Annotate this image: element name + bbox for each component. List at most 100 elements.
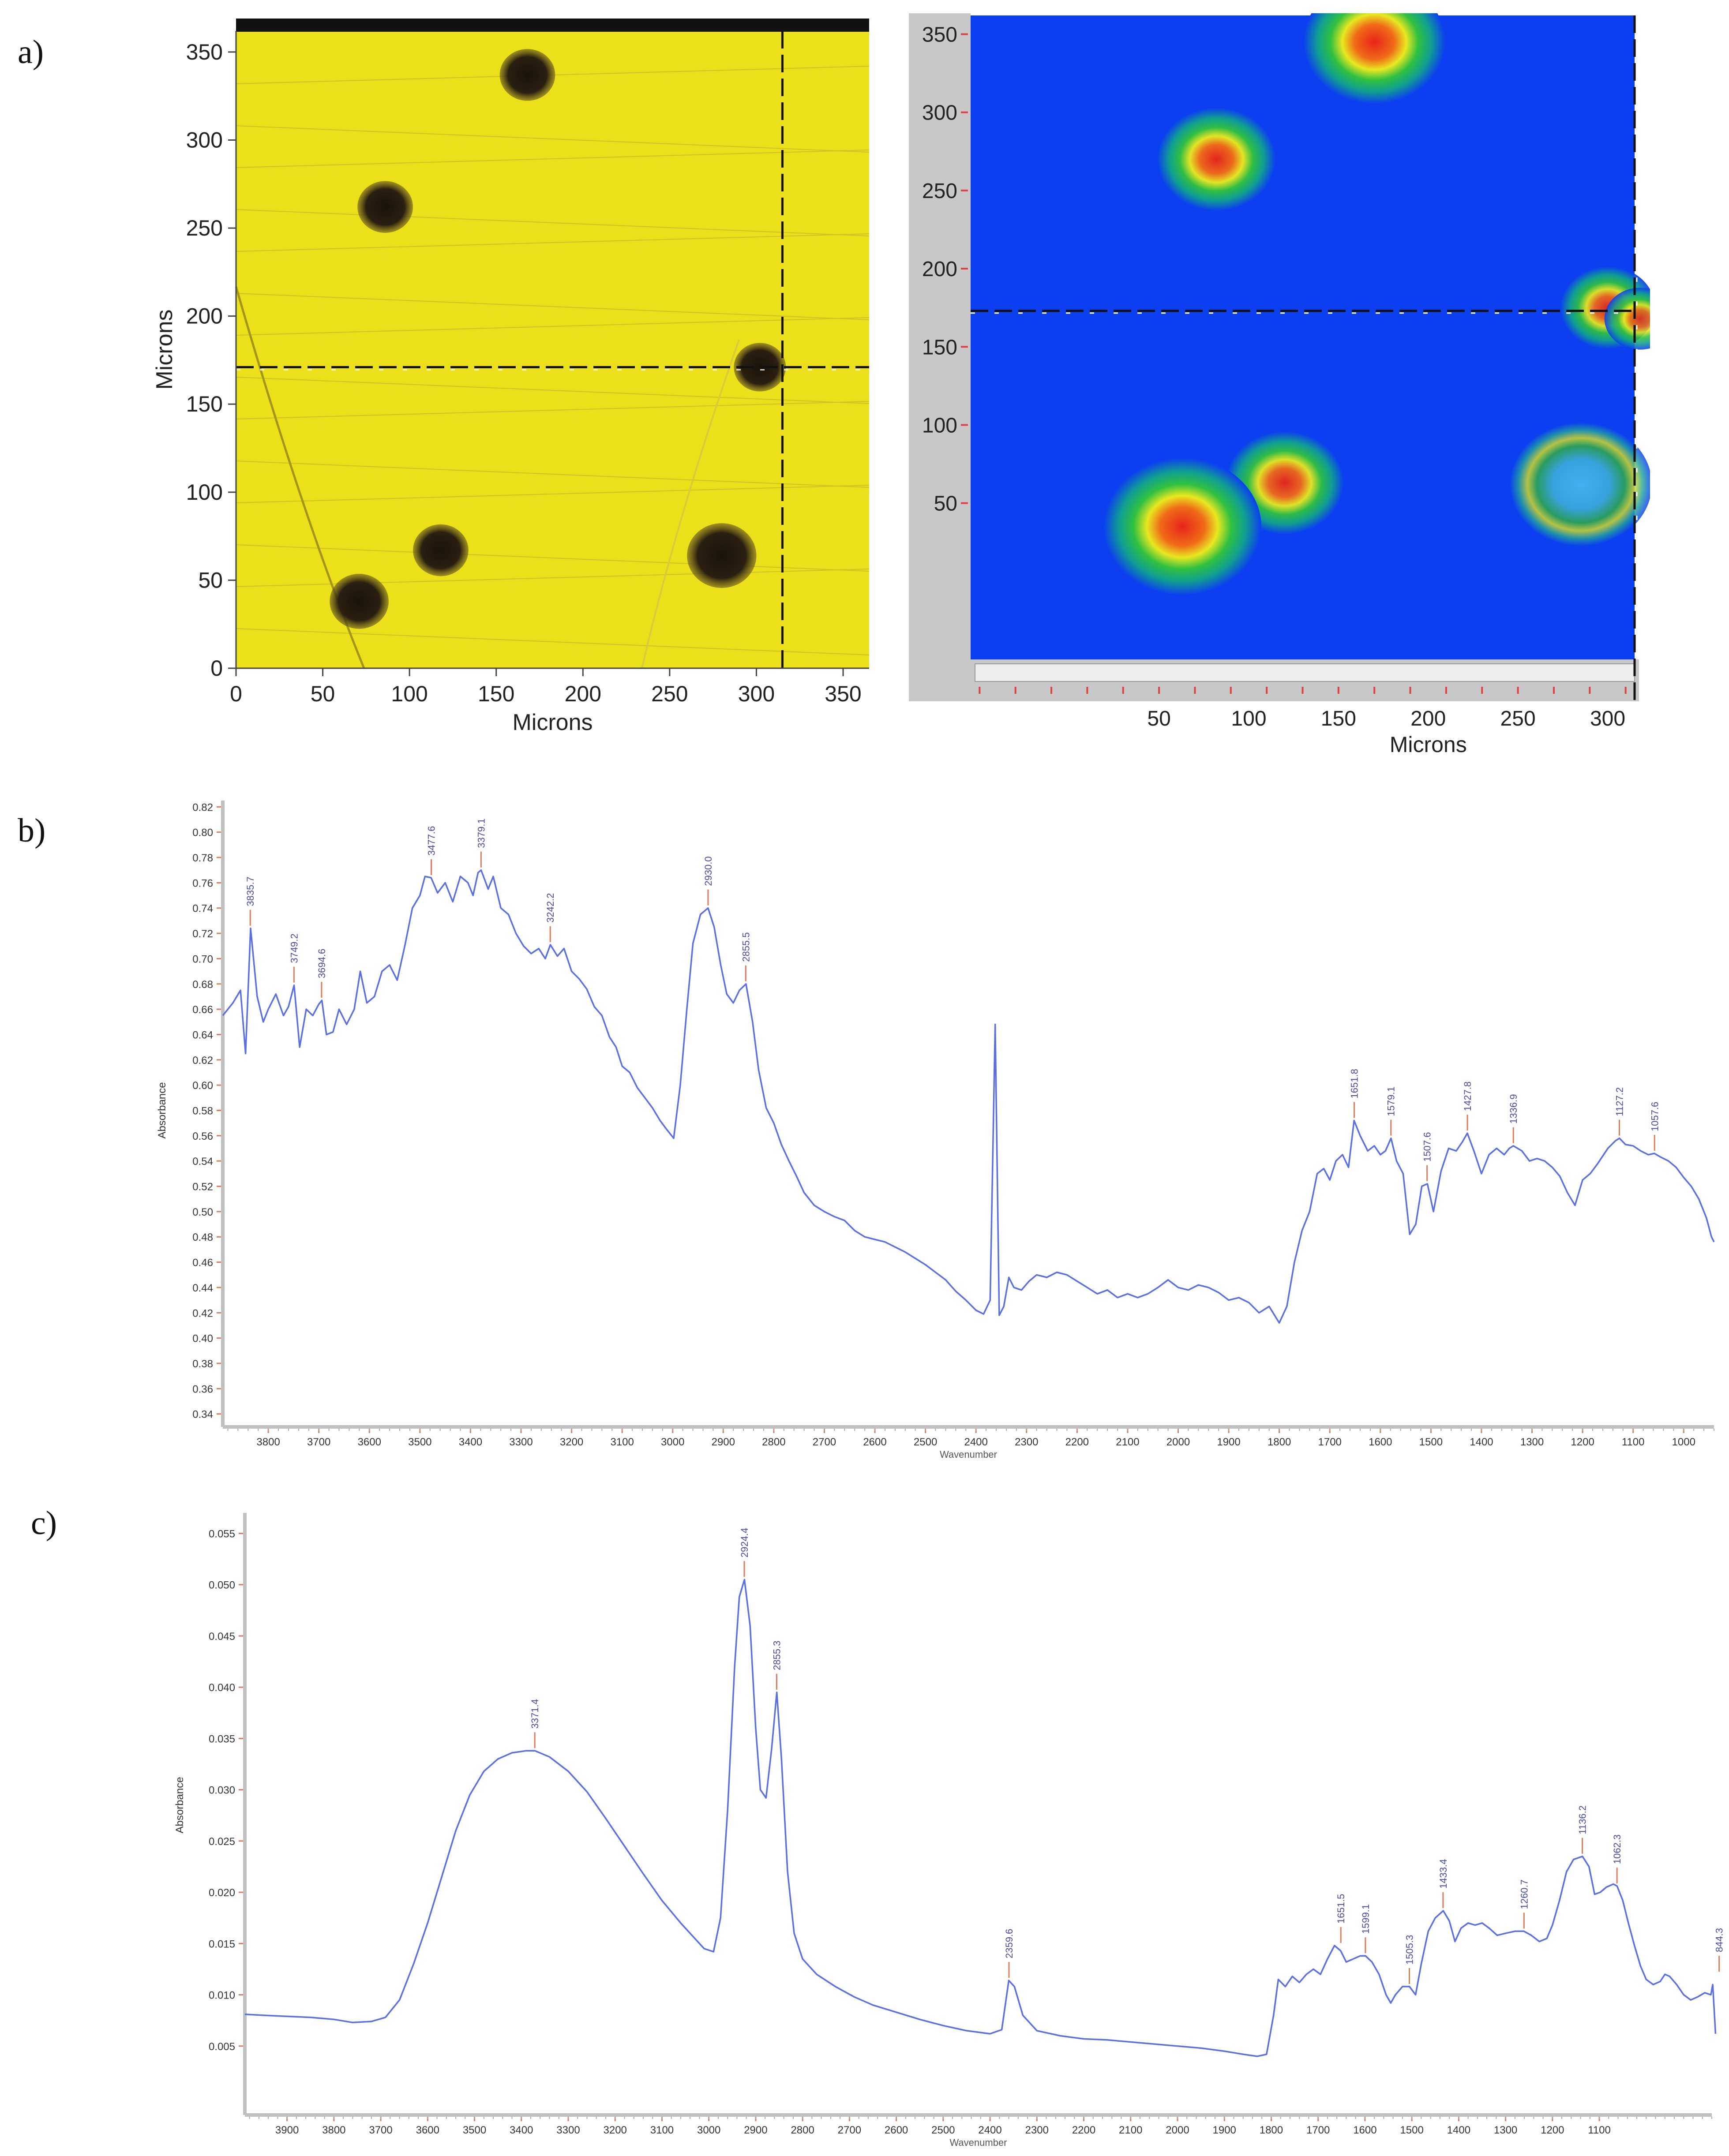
x-tick-label: 1700: [1318, 1436, 1342, 1448]
x-tick-label: 3000: [697, 2124, 720, 2136]
y-tick-label: 0.40: [192, 1333, 213, 1345]
peak-label: 1505.3: [1404, 1935, 1415, 1965]
optical-particle: [330, 573, 389, 629]
y-tick-label: 300: [186, 127, 223, 152]
map-spot: [1509, 422, 1650, 546]
scratch-curve: [641, 339, 740, 669]
y-tick-label: 0.045: [209, 1631, 235, 1643]
peak-label: 1507.6: [1422, 1132, 1433, 1162]
peak-label: 3694.6: [316, 949, 327, 978]
x-tick-label: 3200: [604, 2124, 627, 2136]
x-tick-label: 2300: [1025, 2124, 1049, 2136]
y-tick-label: 0.44: [192, 1282, 213, 1294]
scratch-line: [236, 233, 870, 252]
y-tick-label: 50: [934, 492, 957, 516]
x-tick-label: 1100: [1622, 1436, 1645, 1448]
x-tick-label: 1000: [1672, 1436, 1695, 1448]
y-tick-label: 0.72: [192, 928, 213, 940]
y-tick-label: 0.54: [192, 1156, 213, 1168]
peak-label: 3749.2: [289, 933, 300, 963]
x-tick-label: 1300: [1520, 1436, 1544, 1448]
x-tick-label: 150: [478, 681, 514, 706]
x-tick-label: 1300: [1494, 2124, 1517, 2136]
optical-image-chart: 0 50 100 150 200 250 300 350 0 50 100 150 200 250 300 3…: [152, 19, 870, 735]
peak-label: 1651.8: [1349, 1069, 1360, 1098]
x-tick-label: 300: [1590, 707, 1625, 730]
y-tick-label: 200: [922, 258, 957, 281]
y-tick-label: 350: [186, 40, 223, 64]
map-background: [971, 15, 1635, 659]
peak-label: 1427.8: [1462, 1082, 1473, 1111]
optical-top-bar: [236, 19, 869, 32]
optical-particle: [687, 523, 757, 588]
peak-label: 1599.1: [1360, 1904, 1371, 1934]
x-tick-label: 2100: [1116, 1436, 1139, 1448]
y-tick-label: 100: [186, 480, 223, 505]
y-tick-label: 0.030: [209, 1785, 235, 1797]
x-tick-label: 2000: [1166, 1436, 1190, 1448]
x-tick-label: 1200: [1541, 2124, 1564, 2136]
y-tick-label: 50: [198, 568, 223, 592]
x-tick-label: 0: [230, 681, 242, 706]
y-tick-label: 0.62: [192, 1055, 213, 1067]
x-axis-label: Microns: [1390, 732, 1467, 754]
x-tick-label: 1500: [1419, 1436, 1443, 1448]
x-tick-label: 3100: [650, 2124, 674, 2136]
peak-label: 1433.4: [1438, 1859, 1449, 1889]
x-tick-label: 2300: [1015, 1436, 1038, 1448]
x-tick-label: 2500: [931, 2124, 955, 2136]
y-tick-label: 0.80: [192, 827, 213, 839]
spectrum-b-chart: 0.34 0.36 0.38 0.40 0.42 0.44 0.46 0.48 0.50 0.52…: [156, 801, 1715, 1460]
x-tick-label: 3600: [416, 2124, 439, 2136]
x-tick-label: 2500: [914, 1436, 937, 1448]
y-tick-label: 0.46: [192, 1257, 213, 1269]
y-tick-label: 0.76: [192, 877, 213, 889]
x-tick-label: 2800: [791, 2124, 814, 2136]
x-tick-label: 50: [311, 681, 335, 706]
optical-particle: [413, 524, 469, 576]
y-tick-label: 0.38: [192, 1358, 213, 1370]
panel-label-b: b): [18, 812, 46, 849]
x-tick-label: 1800: [1268, 1436, 1291, 1448]
peak-label: 3835.7: [245, 876, 256, 906]
x-tick-label: 2900: [744, 2124, 767, 2136]
x-tick-label: 3800: [256, 1436, 280, 1448]
y-tick-label: 0.055: [209, 1528, 235, 1540]
x-tick-label: 3200: [560, 1436, 583, 1448]
x-tick-label: 1600: [1353, 2124, 1376, 2136]
x-tick-label: 3700: [369, 2124, 392, 2136]
x-tick-label: 2200: [1065, 1436, 1089, 1448]
peak-label: 1127.2: [1614, 1087, 1625, 1116]
y-tick-label: 0.34: [192, 1409, 213, 1421]
y-axis-label: Absorbance: [156, 1082, 168, 1138]
scratch-line: [236, 628, 870, 655]
y-tick-label: 0: [210, 656, 223, 681]
y-tick-label: 0.035: [209, 1733, 235, 1745]
x-tick-label: 1400: [1447, 2124, 1470, 2136]
y-tick-label: 0.040: [209, 1682, 235, 1694]
y-tick-label: 250: [186, 216, 223, 240]
y-tick-label: 0.50: [192, 1206, 213, 1218]
peak-label: 1136.2: [1577, 1805, 1588, 1834]
map-spot: [1604, 288, 1650, 350]
x-tick-label: 3900: [275, 2124, 299, 2136]
scratch-lines: [235, 66, 870, 669]
y-tick-label: 0.70: [192, 953, 213, 965]
scratch-line: [236, 460, 870, 488]
x-tick-label: 200: [1410, 707, 1446, 730]
x-tick-label: 3800: [322, 2124, 345, 2136]
peak-label: 3477.6: [426, 826, 437, 856]
y-tick-label: 0.60: [192, 1080, 213, 1092]
y-tick-label: 0.66: [192, 1004, 213, 1016]
map-spot: [1303, 13, 1446, 104]
y-tick-label: 0.74: [192, 903, 213, 915]
scratch-line: [236, 485, 870, 503]
x-tick-label: 100: [1231, 707, 1266, 730]
x-tick-label: 2200: [1072, 2124, 1095, 2136]
x-tick-label: 1700: [1306, 2124, 1330, 2136]
y-tick-label: 250: [922, 180, 957, 203]
x-tick-label: 2600: [863, 1436, 886, 1448]
x-axis-label: Wavenumber: [949, 2137, 1007, 2148]
x-tick-label: 3700: [307, 1436, 330, 1448]
y-tick-label: 0.42: [192, 1307, 213, 1319]
